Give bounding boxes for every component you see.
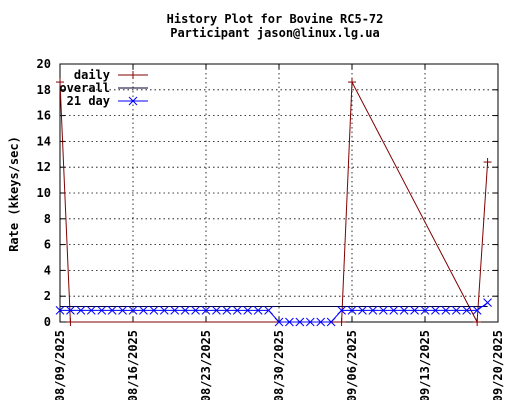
axes: 0 2 4 6 8 10 12 14 16 18 20 08/09/2025 08/16/2025 08/… bbox=[37, 57, 505, 400]
series-21-day-point bbox=[55, 306, 65, 315]
series-21-day-point bbox=[97, 306, 107, 315]
series-21-day-point bbox=[389, 306, 399, 315]
series-21-day-point bbox=[76, 306, 86, 315]
series-21-day-point bbox=[337, 306, 346, 315]
series-21-day-point bbox=[128, 306, 138, 315]
series-21-day-point bbox=[243, 306, 253, 315]
series-21-day-point bbox=[285, 317, 294, 327]
series-21-day-point bbox=[431, 306, 440, 315]
y-tick-label: 2 bbox=[44, 289, 51, 303]
series-21-day-point bbox=[316, 317, 326, 327]
legend-label-21-day: 21 day bbox=[67, 94, 110, 108]
series-21-day-point bbox=[139, 306, 148, 315]
series-21-day-point bbox=[347, 306, 357, 315]
legend-label-overall: overall bbox=[59, 81, 110, 95]
legend-marker-daily bbox=[129, 71, 137, 79]
series-21-day-point bbox=[410, 306, 419, 315]
plot-border bbox=[59, 63, 499, 323]
x-tick-label: 08/23/2025 bbox=[199, 330, 213, 400]
x-tick-label: 09/20/2025 bbox=[491, 330, 505, 400]
series-21-day-point bbox=[118, 306, 127, 315]
series-21-day-point bbox=[399, 306, 409, 315]
series-21-day-point bbox=[264, 306, 273, 315]
series-daily-point bbox=[483, 158, 492, 167]
y-tick-label: 18 bbox=[37, 83, 51, 97]
legend-label-daily: daily bbox=[74, 68, 110, 82]
series-21-day-point bbox=[420, 306, 430, 315]
series-21-day-point bbox=[66, 306, 75, 315]
series-21-day-point bbox=[295, 317, 305, 327]
x-tick-label: 09/13/2025 bbox=[418, 330, 432, 400]
series-21-day-point bbox=[201, 306, 211, 315]
series-layer bbox=[55, 78, 492, 327]
series-21-day-point bbox=[441, 306, 451, 315]
series-21-day-point bbox=[483, 298, 492, 308]
series-21-day-point bbox=[86, 306, 96, 315]
series-21-day-point bbox=[358, 306, 367, 315]
series-21-day-point bbox=[451, 306, 461, 315]
series-21-day-line bbox=[60, 302, 488, 323]
y-tick-label: 10 bbox=[37, 186, 51, 200]
series-21-day-point bbox=[212, 306, 221, 315]
y-tick-label: 6 bbox=[44, 238, 51, 252]
series-21-day-point bbox=[222, 306, 232, 315]
legend-marker-21-day bbox=[128, 96, 138, 106]
y-tick-label: 0 bbox=[44, 315, 51, 329]
series-21-day-point bbox=[253, 306, 263, 315]
y-tick-label: 14 bbox=[37, 134, 51, 148]
series-21-day-point bbox=[159, 306, 169, 315]
series-21-day-point bbox=[191, 306, 200, 315]
series-21-day-point bbox=[326, 317, 336, 327]
series-daily-point bbox=[66, 318, 75, 326]
x-tick-label: 08/09/2025 bbox=[53, 330, 67, 400]
series-21-day-point bbox=[472, 306, 482, 315]
x-tick-label: 09/06/2025 bbox=[345, 330, 359, 400]
series-21-day-point bbox=[274, 317, 284, 327]
series-21-day-point bbox=[462, 306, 472, 315]
x-tick-label: 08/16/2025 bbox=[126, 330, 140, 400]
series-21-day-point bbox=[107, 306, 117, 315]
y-tick-label: 8 bbox=[44, 212, 51, 226]
series-daily-point bbox=[473, 318, 482, 326]
series-21-day-point bbox=[180, 306, 190, 315]
y-tick-label: 4 bbox=[44, 263, 51, 277]
series-21-day-point bbox=[305, 317, 315, 327]
grid bbox=[60, 64, 498, 322]
y-axis-label: Rate (kkeys/sec) bbox=[7, 136, 21, 252]
series-21-day-point bbox=[378, 306, 388, 315]
y-tick-label: 12 bbox=[37, 160, 51, 174]
series-21-day-point bbox=[232, 306, 242, 315]
chart-title: History Plot for Bovine RC5-72 bbox=[167, 12, 384, 26]
series-21-day-point bbox=[368, 306, 378, 315]
y-tick-label: 16 bbox=[37, 109, 51, 123]
series-21-day-point bbox=[149, 306, 159, 315]
series-daily-line bbox=[59, 80, 489, 324]
x-tick-label: 08/30/2025 bbox=[272, 330, 286, 400]
series-daily-point bbox=[348, 78, 356, 87]
chart-subtitle: Participant jason@linux.lg.ua bbox=[170, 26, 380, 40]
y-tick-label: 20 bbox=[37, 57, 51, 71]
series-21-day-point bbox=[170, 306, 180, 315]
series-daily-point bbox=[337, 318, 346, 326]
series-daily-point bbox=[56, 78, 64, 87]
